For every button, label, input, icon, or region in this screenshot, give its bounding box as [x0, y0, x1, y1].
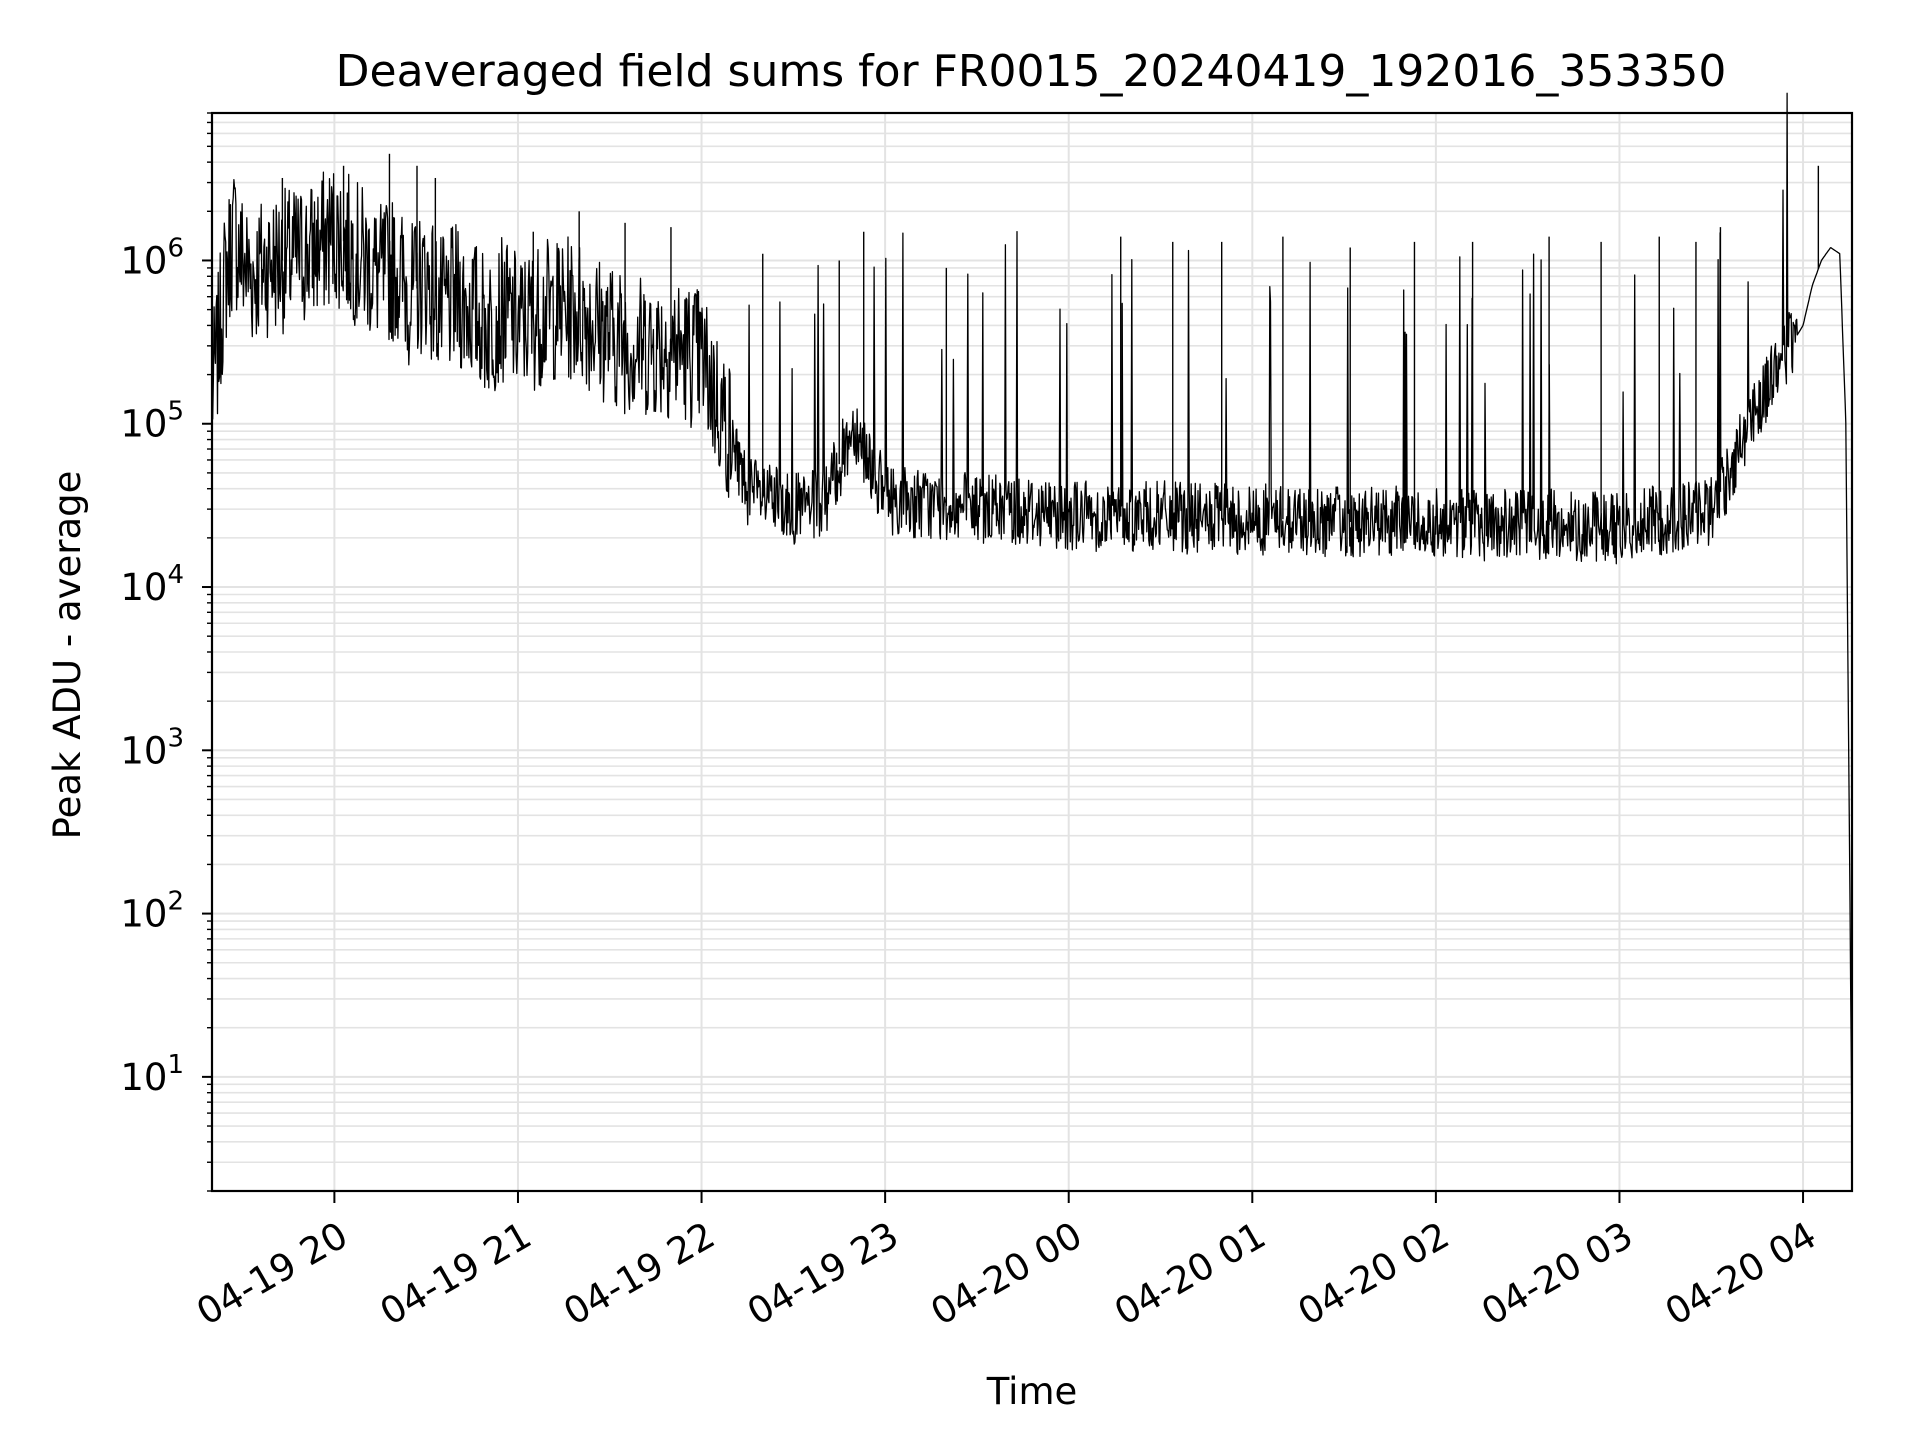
- grid-lines: [212, 112, 1852, 1192]
- y-axis-label: Peak ADU - average: [46, 471, 89, 840]
- x-axis-label: Time: [986, 1370, 1078, 1413]
- y-tick-label: 101: [120, 1050, 184, 1099]
- chart-title: Deaveraged field sums for FR0015_2024041…: [336, 46, 1727, 97]
- y-tick-label: 103: [120, 723, 184, 772]
- y-tick-label: 102: [120, 887, 184, 936]
- data-series: [211, 92, 1853, 1142]
- y-tick-label: 106: [120, 233, 184, 282]
- series-line: [211, 92, 1853, 1142]
- y-axis-ticks: 101 102 103 104 105 106: [120, 112, 212, 1192]
- y-tick-label: 105: [120, 397, 184, 446]
- y-tick-label: 104: [120, 560, 184, 609]
